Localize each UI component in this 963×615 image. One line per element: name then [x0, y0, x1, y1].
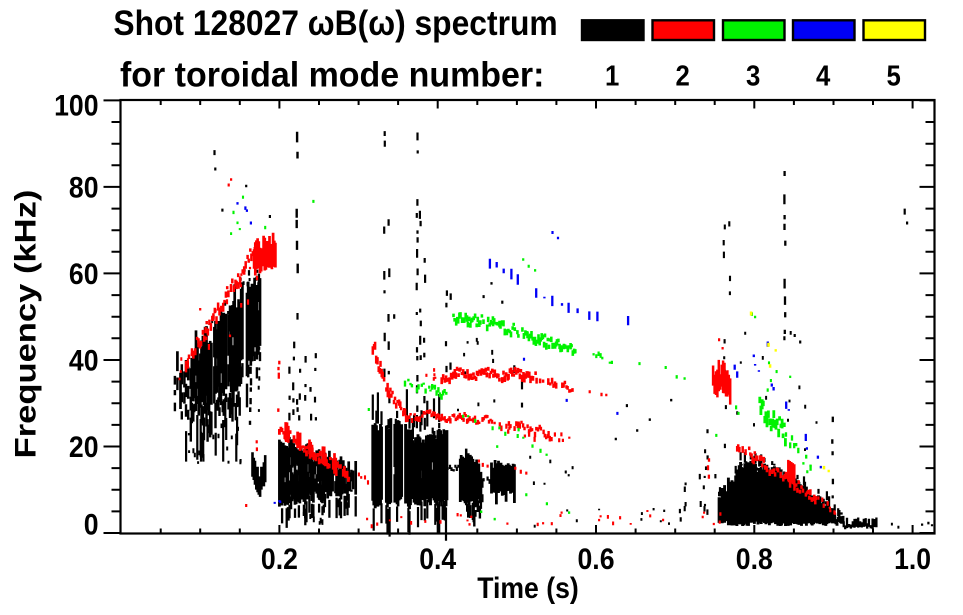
svg-text:100: 100 [54, 89, 98, 123]
svg-text:60: 60 [69, 257, 99, 291]
svg-text:0.6: 0.6 [578, 542, 615, 576]
svg-text:0.8: 0.8 [736, 542, 773, 576]
svg-text:Frequency (kHz): Frequency (kHz) [9, 190, 42, 459]
svg-text:for toroidal mode number:: for toroidal mode number: [120, 56, 544, 94]
svg-text:2: 2 [676, 59, 690, 92]
svg-text:3: 3 [746, 59, 760, 92]
svg-text:Time (s): Time (s) [477, 571, 579, 605]
svg-text:40: 40 [69, 344, 99, 378]
svg-text:1.0: 1.0 [894, 542, 931, 576]
svg-text:20: 20 [69, 430, 99, 464]
svg-text:0: 0 [84, 508, 99, 542]
svg-text:Shot 128027 ωB(ω) spectrum: Shot 128027 ωB(ω) spectrum [113, 5, 557, 44]
svg-text:5: 5 [887, 59, 901, 92]
svg-text:4: 4 [816, 59, 831, 92]
svg-text:1: 1 [605, 59, 619, 92]
svg-text:0.2: 0.2 [261, 542, 298, 576]
svg-text:0.4: 0.4 [419, 542, 456, 576]
svg-text:80: 80 [69, 171, 99, 205]
